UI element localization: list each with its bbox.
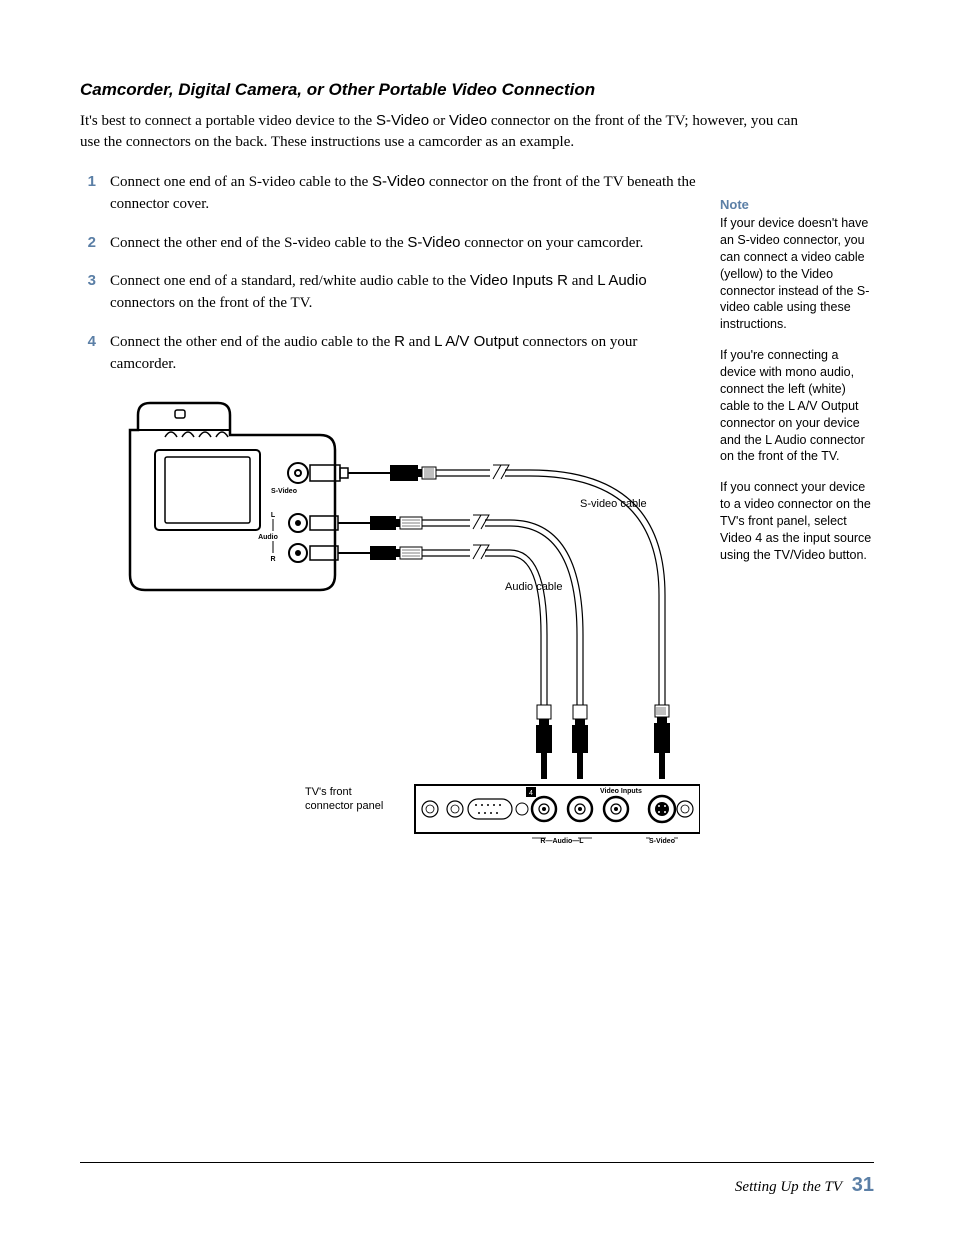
panel-number: 4 xyxy=(529,790,533,797)
step-number: 2 xyxy=(80,232,110,255)
footer-rule xyxy=(80,1162,874,1163)
text: Connect one end of an S-video cable to t… xyxy=(110,174,372,190)
step-text: Connect one end of an S-video cable to t… xyxy=(110,171,700,216)
step-text: Connect the other end of the audio cable… xyxy=(110,331,700,376)
connector-label: L A/V Output xyxy=(434,333,519,350)
camcorder-icon xyxy=(130,403,335,590)
step-item: 1 Connect one end of an S-video cable to… xyxy=(80,171,700,216)
content-row: 1 Connect one end of an S-video cable to… xyxy=(80,171,874,870)
audio-cable xyxy=(310,515,588,779)
panel-audio-label: R—Audio—L xyxy=(540,838,584,845)
note-heading: Note xyxy=(720,197,874,212)
svideo-cable-label: S-video cable xyxy=(580,498,647,510)
page-footer: Setting Up the TV 31 xyxy=(735,1174,874,1197)
step-number: 3 xyxy=(80,270,110,315)
step-text: Connect the other end of the S-video cab… xyxy=(110,232,700,255)
note-paragraph: If you connect your device to a video co… xyxy=(720,479,874,563)
camcorder-l-label: L xyxy=(271,512,276,519)
connector-label: R xyxy=(394,333,405,350)
step-number: 4 xyxy=(80,331,110,376)
text: connectors on the front of the TV. xyxy=(110,295,312,311)
intro-paragraph: It's best to connect a portable video de… xyxy=(80,110,800,153)
step-text: Connect one end of a standard, red/white… xyxy=(110,270,700,315)
step-item: 2 Connect the other end of the S-video c… xyxy=(80,232,700,255)
connector-label: Video Inputs R xyxy=(470,272,568,289)
connector-label: S-Video xyxy=(407,234,460,251)
note-column: Note If your device doesn't have an S-vi… xyxy=(720,197,874,870)
video-label: Video xyxy=(449,112,487,129)
tv-front-panel: 4 xyxy=(415,785,700,833)
text: Connect the other end of the S-video cab… xyxy=(110,235,407,251)
svideo-label: S-Video xyxy=(376,112,429,129)
step-item: 3 Connect one end of a standard, red/whi… xyxy=(80,270,700,315)
text: Connect one end of a standard, red/white… xyxy=(110,273,470,289)
text: Connect the other end of the audio cable… xyxy=(110,334,394,350)
intro-text: It's best to connect a portable video de… xyxy=(80,113,376,129)
steps-list: 1 Connect one end of an S-video cable to… xyxy=(80,171,700,375)
camcorder-svideo-label: S-Video xyxy=(271,488,297,495)
note-paragraph: If your device doesn't have an S-video c… xyxy=(720,215,874,333)
tv-panel-label: TV's front connector panel xyxy=(305,785,385,814)
footer-page-number: 31 xyxy=(852,1174,874,1196)
text: and xyxy=(405,334,434,350)
note-paragraph: If you're connecting a device with mono … xyxy=(720,347,874,465)
text: connector on your camcorder. xyxy=(461,235,644,251)
svideo-cable xyxy=(310,465,670,779)
footer-section-title: Setting Up the TV xyxy=(735,1179,842,1195)
connector-label: L Audio xyxy=(597,272,647,289)
camcorder-r-label: R xyxy=(270,556,275,563)
audio-cable-label: Audio cable xyxy=(505,581,563,593)
section-heading: Camcorder, Digital Camera, or Other Port… xyxy=(80,80,874,100)
connector-label: S-Video xyxy=(372,173,425,190)
camcorder-audio-label: Audio xyxy=(258,534,278,541)
connection-diagram: S-Video L Audio R xyxy=(110,395,700,870)
panel-video-inputs-label: Video Inputs xyxy=(600,788,642,795)
text: and xyxy=(568,273,597,289)
panel-svideo-label: S-Video xyxy=(649,838,675,845)
intro-text: or xyxy=(429,113,449,129)
step-item: 4 Connect the other end of the audio cab… xyxy=(80,331,700,376)
step-number: 1 xyxy=(80,171,110,216)
main-column: 1 Connect one end of an S-video cable to… xyxy=(80,171,700,870)
